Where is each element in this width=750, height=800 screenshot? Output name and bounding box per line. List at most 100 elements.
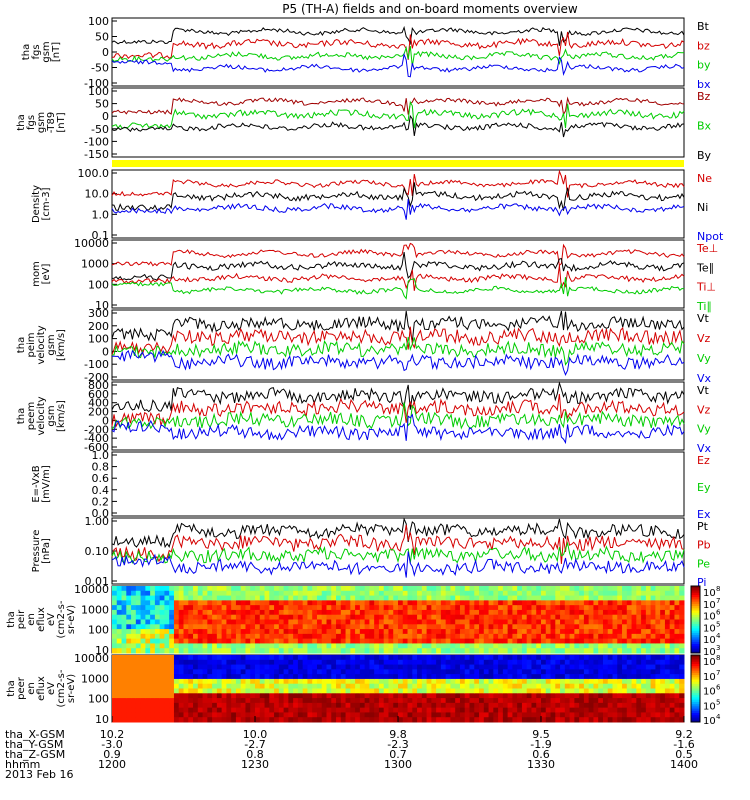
spectrogram-cell <box>450 702 456 709</box>
y-tick-label: -400 <box>84 432 109 445</box>
spectrogram-cell <box>193 595 199 601</box>
spectrogram-cell <box>588 659 594 666</box>
spectrogram-cell <box>574 688 580 694</box>
colorbar-step <box>691 684 700 687</box>
spectrogram-cell <box>517 586 523 592</box>
spectrogram-cell <box>321 614 327 620</box>
y-axis-label: Pressure [nPa] <box>31 530 52 573</box>
spectrogram-cell <box>169 624 175 630</box>
spectrogram-cell <box>583 633 590 640</box>
series-vt-line <box>111 310 685 342</box>
spectrogram-cell <box>426 629 432 635</box>
spectrogram-cell <box>402 674 409 680</box>
spectrogram-cell <box>660 595 666 601</box>
spectrogram-cell <box>469 717 475 723</box>
spectrogram-cell <box>340 614 347 620</box>
spectrogram-cell <box>340 643 347 649</box>
spectrogram-cell <box>417 638 423 644</box>
spectrogram-cell <box>507 619 513 625</box>
spectrogram-cell <box>398 693 404 699</box>
spectrogram-cell <box>412 717 418 723</box>
spectrogram-cell <box>116 590 123 597</box>
spectrogram-cell <box>326 633 332 640</box>
spectrogram-cell <box>135 586 142 592</box>
spectrogram-cell <box>312 586 318 592</box>
spectrogram-cell <box>312 619 318 625</box>
spectrogram-cell <box>479 655 485 661</box>
spectrogram-cell <box>216 586 223 592</box>
spectrogram-cell <box>264 698 270 704</box>
spectrogram-cell <box>412 678 418 685</box>
spectrogram-cell <box>316 648 323 654</box>
spectrogram-cell <box>135 648 142 654</box>
spectrogram-cell <box>459 683 466 689</box>
spectrogram-cell <box>398 664 404 670</box>
colorbar-step <box>691 630 700 634</box>
spectrogram-cell <box>650 595 656 601</box>
spectrogram-cell <box>622 609 628 616</box>
colorbar-step <box>691 603 700 607</box>
spectrogram-cell <box>402 712 409 718</box>
spectrogram-cell <box>622 693 628 699</box>
spectrogram-cell <box>650 655 656 661</box>
spectrogram-cell <box>274 659 280 666</box>
spectrogram-cell <box>112 624 118 630</box>
spectrogram-cell <box>250 678 256 685</box>
spectrogram-cell <box>240 624 246 630</box>
spectrogram-cell <box>274 702 280 709</box>
spectrogram-cell <box>240 664 246 670</box>
spectrogram-cell <box>250 586 256 592</box>
colorbar-step <box>691 661 700 665</box>
spectrogram-cell <box>316 712 323 718</box>
spectrogram-cell <box>583 629 590 635</box>
spectrogram-cell <box>459 595 466 601</box>
spectrogram-cell <box>197 655 204 661</box>
spectrogram-cell <box>188 643 194 649</box>
spectrogram-cell <box>526 600 532 606</box>
spectrogram-cell <box>517 702 523 709</box>
spectrogram-cell <box>512 600 518 606</box>
spectrogram-cell <box>641 659 647 666</box>
spectrogram-cell <box>221 614 227 620</box>
spectrogram-cell <box>135 614 142 620</box>
spectrogram-cell <box>264 638 270 644</box>
legend-ti∥: Ti∥ <box>696 300 712 313</box>
spectrogram-cell <box>169 678 175 685</box>
spectrogram-cell <box>121 595 127 601</box>
spectrogram-cell <box>293 648 299 654</box>
spectrogram-cell <box>574 638 580 644</box>
spectrogram-cell <box>645 609 652 616</box>
spectrogram-cell <box>402 702 409 709</box>
spectrogram-cell <box>498 669 504 675</box>
spectrogram-cell <box>331 655 337 661</box>
spectrogram-cell <box>426 638 432 644</box>
spectrogram-cell <box>531 712 537 718</box>
spectrogram-cell <box>250 609 256 616</box>
spectrogram-cell <box>641 624 647 630</box>
x-axis-value: 10.2 <box>100 728 125 741</box>
spectrogram-cell <box>336 643 342 649</box>
spectrogram-cell <box>407 605 413 611</box>
spectrogram-cell <box>426 688 432 694</box>
spectrogram-cell <box>374 678 380 685</box>
spectrogram-cell <box>383 619 389 625</box>
spectrogram-cell <box>612 648 618 654</box>
spectrogram-cell <box>188 717 194 723</box>
spectrogram-cell <box>555 688 561 694</box>
colorbar-step <box>691 632 700 636</box>
spectrogram-cell <box>193 586 199 592</box>
spectrogram-cell <box>164 590 170 597</box>
spectrogram-cell <box>274 693 280 699</box>
y-axis-label-line: [km/s] <box>56 400 67 432</box>
spectrogram-cell <box>398 619 404 625</box>
spectrogram-cell <box>636 664 642 670</box>
spectrogram-cell <box>345 595 351 601</box>
spectrogram-cell <box>417 605 423 611</box>
spectrogram-cell <box>221 638 227 644</box>
spectrogram-cell <box>631 643 637 649</box>
spectrogram-cell <box>488 683 494 689</box>
spectrogram-cell <box>212 605 218 611</box>
spectrogram-cell <box>474 669 480 675</box>
spectrogram-cell <box>159 605 165 611</box>
